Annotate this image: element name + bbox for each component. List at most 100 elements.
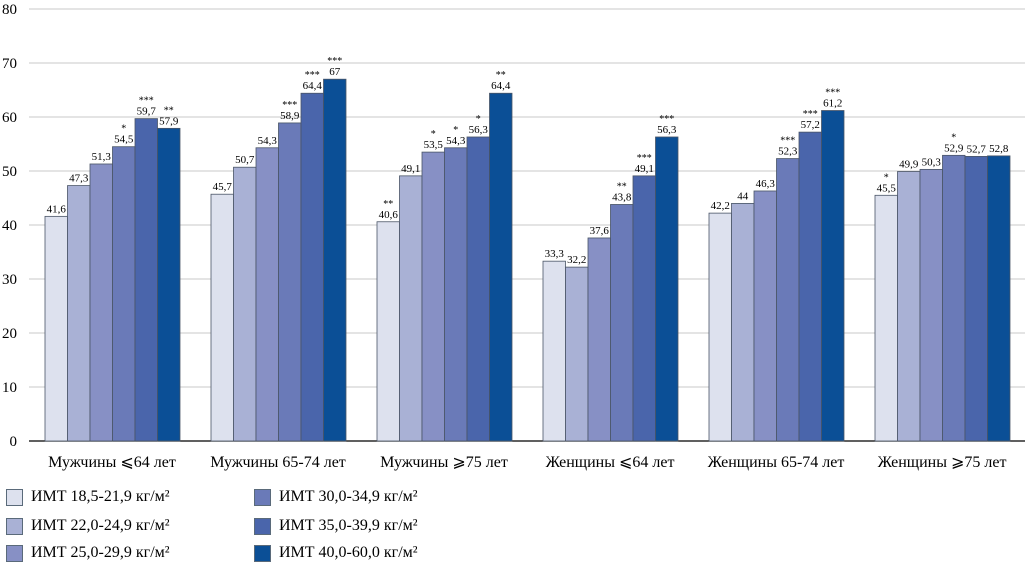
y-tick-label: 0 xyxy=(10,434,18,450)
legend-label: ИМТ 18,5-21,9 кг/м² xyxy=(31,488,170,505)
bar-value-label: 50,3 xyxy=(922,156,942,168)
bar xyxy=(489,92,513,442)
bar xyxy=(157,127,181,442)
bar-value-label: 44 xyxy=(737,190,749,202)
bar-value-label: 51,3 xyxy=(92,151,112,163)
y-tick-label: 20 xyxy=(2,326,17,342)
legend-label: ИМТ 40,0-60,0 кг/м² xyxy=(279,544,418,561)
significance-label: * xyxy=(121,124,126,135)
legend-item: ИМТ 35,0-39,9 кг/м² xyxy=(254,515,418,537)
bar-value-label: 50,7 xyxy=(235,154,255,166)
bar xyxy=(542,260,566,442)
legend-swatch xyxy=(6,488,23,506)
category-label: Женщины ⩽64 лет xyxy=(546,454,675,471)
bar-value-label: 33,3 xyxy=(545,248,565,260)
bar-value-label: 41,6 xyxy=(47,203,67,215)
significance-label: *** xyxy=(659,114,674,125)
bar-value-label: 67 xyxy=(329,66,341,78)
legend-label: ИМТ 35,0-39,9 кг/м² xyxy=(279,517,418,534)
significance-label: ** xyxy=(496,70,506,81)
significance-label: * xyxy=(476,114,481,125)
legend-item: ИМТ 18,5-21,9 кг/м² xyxy=(6,486,170,508)
bar-value-label: 49,1 xyxy=(401,163,420,175)
bar-value-label: 53,5 xyxy=(424,139,444,151)
bar-value-label: 64,4 xyxy=(491,80,511,92)
bar-value-label: 58,9 xyxy=(280,110,300,122)
bar xyxy=(210,193,234,442)
bar xyxy=(632,175,656,442)
significance-label: *** xyxy=(282,100,297,111)
category-label: Женщины 65-74 лет xyxy=(708,454,845,471)
y-tick-label: 30 xyxy=(2,272,17,288)
bar xyxy=(278,122,302,442)
category-label: Женщины ⩾75 лет xyxy=(878,454,1007,471)
gridlines xyxy=(29,8,1025,442)
bar-value-label: 45,7 xyxy=(213,181,233,193)
bar xyxy=(255,147,279,442)
bar-value-label: 42,2 xyxy=(711,200,730,212)
significance-label: *** xyxy=(803,109,818,120)
bar xyxy=(323,78,347,442)
bar-value-label: 54,3 xyxy=(446,135,466,147)
y-tick-label: 10 xyxy=(2,380,17,396)
x-axis-categories: Мужчины ⩽64 лет Мужчины 65-74 лет Мужчины … xyxy=(48,454,1006,471)
y-tick-label: 70 xyxy=(2,56,17,72)
legend-swatch xyxy=(6,544,23,562)
bar xyxy=(897,171,921,442)
significance-label: * xyxy=(951,132,956,143)
bar-value-label: 57,9 xyxy=(159,115,179,127)
bar xyxy=(300,92,324,442)
significance-label: ** xyxy=(164,105,174,116)
significance-label: *** xyxy=(139,96,154,107)
bar xyxy=(112,146,136,442)
legend-swatch xyxy=(254,488,271,506)
significance-label: *** xyxy=(327,56,342,67)
significance-label: ** xyxy=(617,181,627,192)
bar-value-label: 46,3 xyxy=(756,178,776,190)
bar-value-label: 56,3 xyxy=(657,124,677,136)
significance-label: * xyxy=(431,129,436,140)
bar xyxy=(587,237,611,442)
significance-label: *** xyxy=(825,88,840,99)
bar xyxy=(874,194,898,442)
legend: ИМТ 18,5-21,9 кг/м² ИМТ 22,0-24,9 кг/м² ИМ… xyxy=(0,486,1033,570)
legend-swatch xyxy=(6,517,23,535)
bar xyxy=(565,266,589,442)
bar xyxy=(821,110,845,442)
bar-value-label: 56,3 xyxy=(469,124,489,136)
bar xyxy=(987,155,1011,442)
y-tick-label: 50 xyxy=(2,164,17,180)
bar-value-labels: 41,647,351,354,5*59,7***57,9**45,750,754… xyxy=(47,56,1009,266)
bar-value-label: 45,5 xyxy=(877,182,897,194)
bar xyxy=(753,190,777,442)
y-axis-ticks: 0 10 20 30 40 50 60 70 80 xyxy=(2,2,17,450)
legend-label: ИМТ 22,0-24,9 кг/м² xyxy=(31,517,170,534)
bar xyxy=(655,136,679,442)
y-tick-label: 60 xyxy=(2,110,17,126)
bar-value-label: 49,1 xyxy=(635,163,654,175)
bar xyxy=(67,185,91,442)
legend-item: ИМТ 30,0-34,9 кг/м² xyxy=(254,486,418,508)
bar-value-label: 54,3 xyxy=(258,135,278,147)
category-label: Мужчины ⩽64 лет xyxy=(48,454,176,471)
bar-value-label: 43,8 xyxy=(612,191,632,203)
y-tick-label: 80 xyxy=(2,2,17,18)
bar xyxy=(798,131,822,442)
bar-value-label: 54,5 xyxy=(114,134,134,146)
category-label: Мужчины ⩾75 лет xyxy=(380,454,508,471)
bar xyxy=(44,215,68,442)
bar-value-label: 47,3 xyxy=(69,173,89,185)
bar-value-label: 52,3 xyxy=(778,146,798,158)
bar-value-label: 37,6 xyxy=(590,225,610,237)
legend-item: ИМТ 40,0-60,0 кг/м² xyxy=(254,542,418,564)
bar xyxy=(610,204,634,442)
significance-label: *** xyxy=(305,70,320,81)
legend-swatch xyxy=(254,544,271,562)
bar xyxy=(942,154,966,442)
legend-swatch xyxy=(254,517,271,535)
bar xyxy=(776,158,800,442)
bar xyxy=(134,118,158,442)
bar xyxy=(89,163,113,442)
bar-value-label: 49,9 xyxy=(899,159,919,171)
